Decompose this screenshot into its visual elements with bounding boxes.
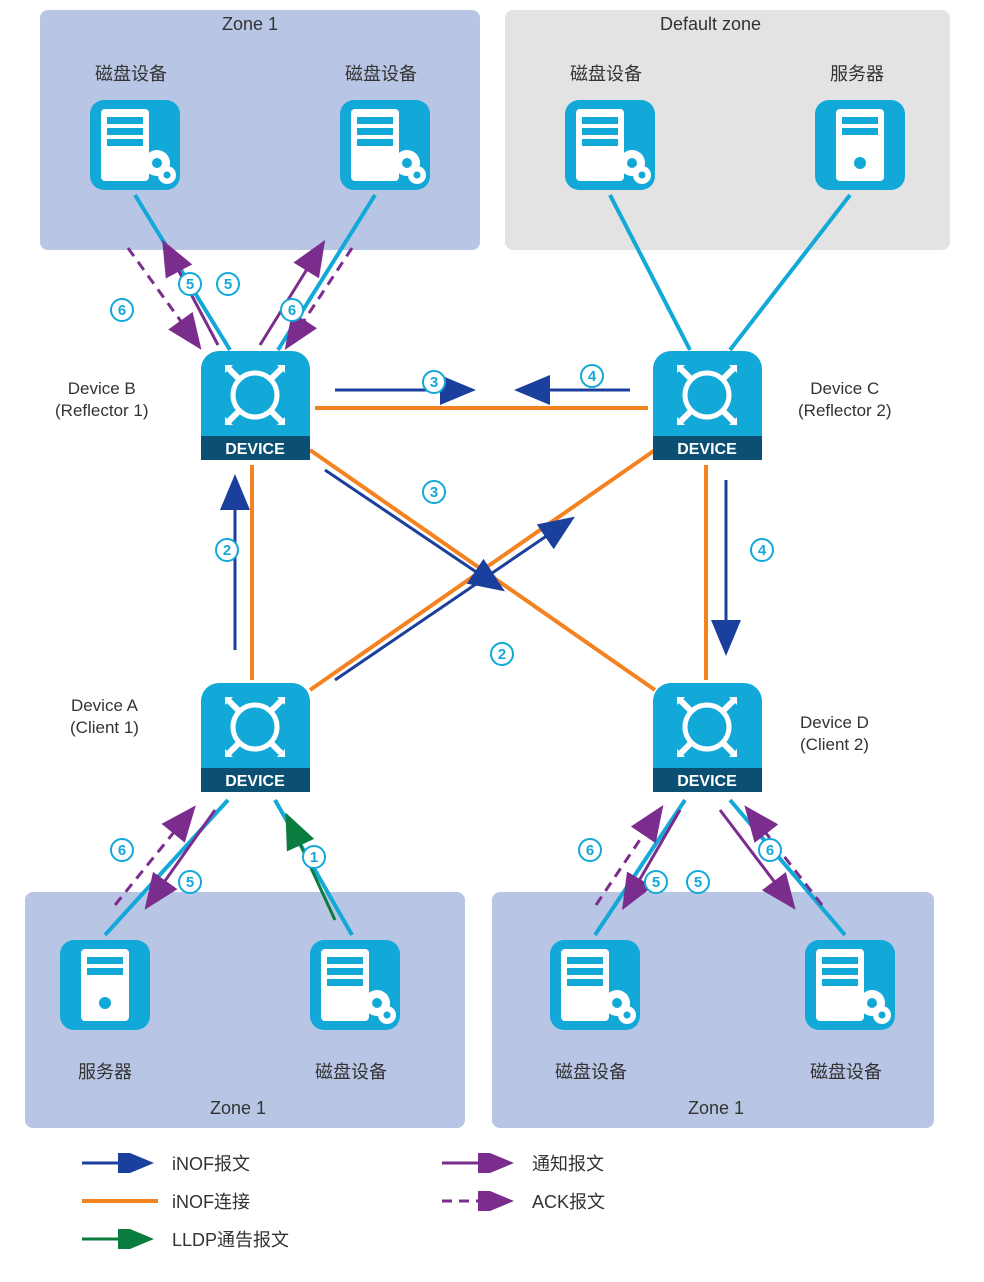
legend-inof-msg: iNOF报文 (80, 1150, 420, 1176)
disk-icon (545, 935, 645, 1035)
disk-icon (335, 95, 435, 195)
step-badge: 3 (422, 370, 446, 394)
server-icon (810, 95, 910, 195)
legend-inof-conn: iNOF连接 (80, 1188, 420, 1214)
step-badge: 6 (578, 838, 602, 862)
device-a-label: Device A(Client 1) (70, 695, 139, 739)
device-text: DEVICE (225, 441, 285, 458)
step-badge: 6 (758, 838, 782, 862)
step-badge: 2 (490, 642, 514, 666)
step-badge: 3 (422, 480, 446, 504)
switch-icon: DEVICE (650, 348, 765, 463)
legend: iNOF报文 通知报文 iNOF连接 ACK报文 LLDP通告报文 (80, 1150, 900, 1264)
node-label: 磁盘设备 (555, 1058, 627, 1084)
zone-label: Zone 1 (222, 14, 278, 35)
legend-notify: 通知报文 (440, 1150, 780, 1176)
step-badge: 5 (644, 870, 668, 894)
switch-icon: DEVICE (198, 348, 313, 463)
disk-icon (560, 95, 660, 195)
node-label: 磁盘设备 (95, 60, 167, 86)
node-label: 磁盘设备 (810, 1058, 882, 1084)
node-label: 服务器 (78, 1058, 132, 1084)
disk-icon (800, 935, 900, 1035)
step-badge: 5 (216, 272, 240, 296)
step-badge: 5 (178, 870, 202, 894)
step-badge: 4 (750, 538, 774, 562)
step-badge: 1 (302, 845, 326, 869)
device-d-label: Device D(Client 2) (800, 712, 869, 756)
step-badge: 6 (280, 298, 304, 322)
diagram-canvas: Zone 1 Default zone Zone 1 Zone 1 (0, 0, 984, 1282)
disk-icon (305, 935, 405, 1035)
disk-icon (85, 95, 185, 195)
svg-text:DEVICE: DEVICE (225, 773, 285, 790)
legend-ack: ACK报文 (440, 1188, 780, 1214)
legend-lldp: LLDP通告报文 (80, 1226, 420, 1252)
svg-text:DEVICE: DEVICE (677, 441, 737, 458)
svg-text:DEVICE: DEVICE (677, 773, 737, 790)
step-badge: 4 (580, 364, 604, 388)
zone-label: Zone 1 (688, 1098, 744, 1119)
switch-icon: DEVICE (650, 680, 765, 795)
device-b-label: Device B(Reflector 1) (55, 378, 149, 422)
node-label: 磁盘设备 (570, 60, 642, 86)
switch-icon: DEVICE (198, 680, 313, 795)
step-badge: 5 (178, 272, 202, 296)
step-badge: 5 (686, 870, 710, 894)
zone-label: Default zone (660, 14, 761, 35)
node-label: 磁盘设备 (315, 1058, 387, 1084)
node-label: 磁盘设备 (345, 60, 417, 86)
step-badge: 2 (215, 538, 239, 562)
zone-label: Zone 1 (210, 1098, 266, 1119)
device-c-label: Device C(Reflector 2) (798, 378, 892, 422)
step-badge: 6 (110, 838, 134, 862)
step-badge: 6 (110, 298, 134, 322)
node-label: 服务器 (830, 60, 884, 86)
server-icon (55, 935, 155, 1035)
